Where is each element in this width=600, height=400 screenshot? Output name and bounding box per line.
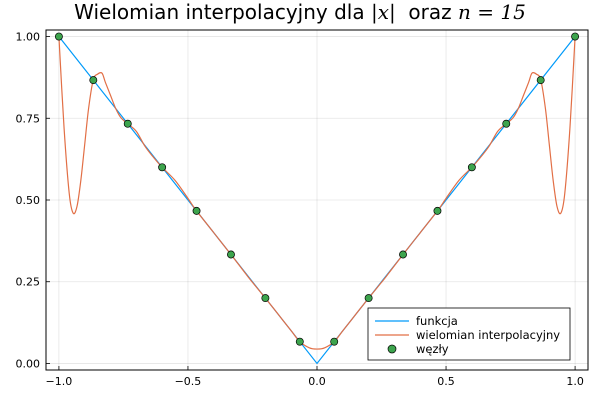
x-tick-label: 0.5 [437,375,455,388]
y-tick-label: 0.25 [16,276,41,289]
title-prefix: Wielomian interpolacyjny dla [74,0,371,24]
node-point [467,163,476,172]
legend-label: węzły [416,342,449,356]
title-middle: oraz [396,0,458,24]
axis-ticks: −1.0 −0.5 0.0 0.5 1.0 0.00 0.25 0.50 0.75 1.00 [16,31,584,388]
node-point [192,206,201,215]
y-tick-label: 0.75 [16,112,41,125]
node-point [433,206,442,215]
node-point [502,119,511,128]
series-layer [54,32,580,365]
y-tick-label: 1.00 [16,31,41,44]
series-line-wielomian [58,36,576,350]
x-tick-label: −1.0 [46,375,73,388]
chart-title: Wielomian interpolacyjny dla |x| oraz n … [74,0,526,25]
title-math-abs-x: |x| [371,0,396,25]
node-point [399,250,407,259]
y-tick-label: 0.00 [16,357,41,370]
node-point [123,119,132,128]
node-point [54,32,63,41]
node-point [89,76,98,85]
y-tick-label: 0.50 [16,194,41,207]
legend-marker-2 [387,344,397,354]
node-point [571,32,580,41]
x-tick-label: −0.5 [175,375,202,388]
node-point [295,337,304,346]
node-point [330,337,339,346]
legend-label: funkcja [416,314,458,328]
title-math-n: n = 15 [458,0,526,24]
node-point [536,76,545,85]
node-point [364,294,373,303]
x-tick-label: 0.0 [308,375,326,388]
node-point [227,250,235,259]
legend-box [367,307,571,361]
node-point [261,294,270,303]
x-tick-label: 1.0 [566,375,584,388]
node-point [158,163,167,172]
legend-label: wielomian interpolacyjny [416,328,560,342]
